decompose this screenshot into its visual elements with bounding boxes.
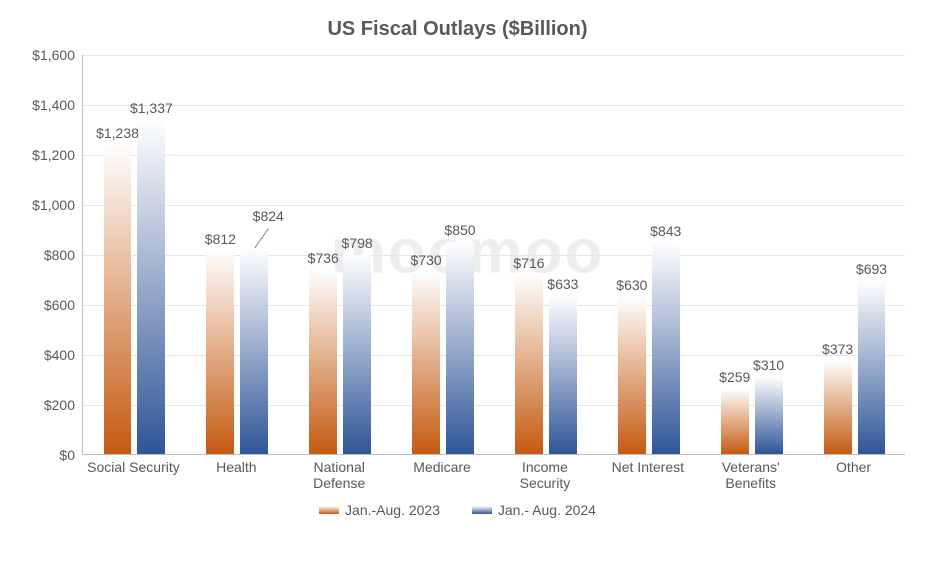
data-label-2024: $843: [650, 223, 681, 239]
x-axis: Social SecurityHealthNational DefenseMed…: [82, 455, 905, 499]
data-label-2024: $633: [547, 276, 578, 292]
xtick-label: Net Interest: [596, 459, 699, 475]
data-label-2023: $630: [616, 277, 647, 293]
ytick-label: $1,600: [32, 47, 75, 63]
data-label-2024: $850: [444, 222, 475, 238]
gridline: [83, 155, 905, 156]
bar-2023: [412, 272, 440, 455]
data-label-2024: $310: [753, 357, 784, 373]
xtick-label: Health: [185, 459, 288, 475]
legend-label: Jan.- Aug. 2024: [498, 502, 596, 518]
data-label-2023: $1,238: [96, 125, 139, 141]
chart-title: US Fiscal Outlays ($Billion): [10, 18, 905, 41]
legend-item-2024: Jan.- Aug. 2024: [472, 502, 596, 518]
ytick-label: $1,200: [32, 147, 75, 163]
data-label-2023: $259: [719, 369, 750, 385]
gridline: [83, 105, 905, 106]
data-label-2023: $373: [822, 341, 853, 357]
gridline: [83, 205, 905, 206]
data-label-2024: $798: [342, 235, 373, 251]
legend-item-2023: Jan.-Aug. 2023: [319, 502, 440, 518]
bar-2023: [104, 145, 132, 455]
ytick-label: $0: [59, 447, 75, 463]
bar-2023: [515, 275, 543, 454]
bar-2024: [549, 296, 577, 454]
ytick-label: $600: [44, 297, 75, 313]
bar-2024: [652, 243, 680, 454]
xtick-label: Medicare: [391, 459, 494, 475]
leader-line: [254, 228, 269, 249]
data-label-2024: $824: [253, 208, 284, 224]
legend-swatch-2023: [319, 506, 339, 514]
legend: Jan.-Aug. 2023 Jan.- Aug. 2024: [10, 501, 905, 518]
bar-2024: [343, 255, 371, 455]
xtick-label: Veterans' Benefits: [699, 459, 802, 491]
xtick-label: Other: [802, 459, 905, 475]
bar-2023: [206, 251, 234, 454]
fiscal-outlays-chart: moomoo US Fiscal Outlays ($Billion) $0$2…: [0, 0, 935, 572]
bar-2024: [858, 281, 886, 454]
bar-2023: [721, 389, 749, 454]
bar-2024: [137, 120, 165, 454]
bar-2023: [618, 297, 646, 455]
gridline: [83, 55, 905, 56]
data-label-2023: $730: [411, 252, 442, 268]
data-label-2024: $693: [856, 261, 887, 277]
data-label-2023: $716: [513, 255, 544, 271]
bar-2024: [240, 248, 268, 454]
xtick-label: Social Security: [82, 459, 185, 475]
ytick-label: $1,400: [32, 97, 75, 113]
ytick-label: $800: [44, 247, 75, 263]
xtick-label: Income Security: [494, 459, 597, 491]
data-label-2024: $1,337: [130, 100, 173, 116]
xtick-label: National Defense: [288, 459, 391, 491]
plot-area: $0$200$400$600$800$1,000$1,200$1,400$1,6…: [82, 55, 905, 455]
ytick-label: $200: [44, 397, 75, 413]
bar-2024: [755, 377, 783, 455]
data-label-2023: $736: [308, 250, 339, 266]
legend-label: Jan.-Aug. 2023: [345, 502, 440, 518]
bar-2023: [824, 361, 852, 454]
legend-swatch-2024: [472, 506, 492, 514]
bar-2023: [309, 270, 337, 454]
ytick-label: $1,000: [32, 197, 75, 213]
bar-2024: [446, 242, 474, 455]
ytick-label: $400: [44, 347, 75, 363]
data-label-2023: $812: [205, 231, 236, 247]
